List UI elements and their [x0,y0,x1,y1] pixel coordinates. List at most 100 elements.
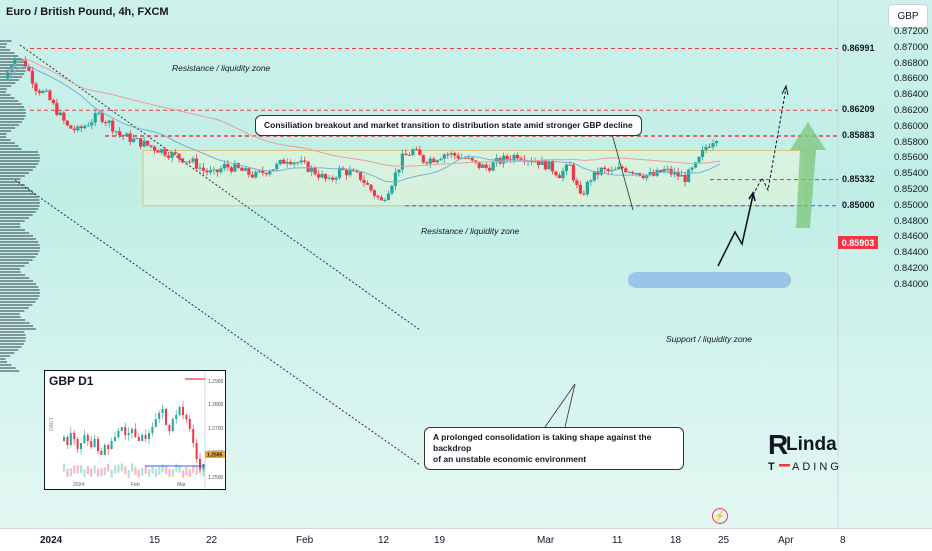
inset-volume-bar [182,469,185,478]
candle-body [627,171,631,173]
inset-candle-body [110,441,113,449]
candle-body [212,169,216,171]
candle-body [358,172,363,180]
projection-path-extended [752,87,787,196]
inset-volume-bar [158,466,161,475]
candle-body [582,193,586,195]
logo-accent-bar [779,464,790,467]
candle-body [132,138,136,142]
inset-title: GBP D1 [49,374,94,388]
inset-candle-body [165,409,167,425]
inset-volume-bar [134,467,137,476]
volume-profile-bar [0,106,24,108]
logo-bottom-text: ADING [792,461,842,473]
alert-icon[interactable]: ⚡ [712,508,728,524]
candle-body [533,161,537,163]
price-tick-label: 0.87000 [894,41,929,53]
inset-candle-body [134,429,137,437]
inset-volume-bar [93,465,96,474]
candle-body [638,173,642,176]
volume-profile-bar [0,139,11,141]
volume-profile-bar [0,277,30,279]
candle-body [365,183,370,185]
candle-body [428,158,432,164]
candle-body [620,166,624,169]
candle-body [205,170,209,173]
candle-body [379,197,384,201]
inset-candle-body [100,451,103,455]
inset-price-tag-bg [205,451,225,458]
inset-candle-body [127,433,130,435]
price-tick-label: 0.84800 [894,215,929,227]
time-axis[interactable]: 2024 15 22 Feb 12 19 Mar 11 18 25 Apr 8 [0,528,932,551]
candle-body [173,152,178,154]
candle-body [243,168,247,171]
volume-profile-bar [0,361,8,363]
volume-profile-bar [0,46,6,48]
volume-profile-bar [0,130,12,132]
inset-candle-body [107,445,110,449]
volume-profile-bar [0,316,21,318]
candle-body [484,164,488,168]
inset-candle-body [182,407,184,415]
candle-body [386,193,391,201]
inset-volume-bar [171,469,174,478]
candle-body [376,195,380,198]
candle-body [149,145,153,147]
inset-candle-body [195,443,198,459]
candle-body [599,167,603,175]
volume-profile-bar [0,166,36,168]
price-tick-label: 0.84600 [894,231,929,243]
candle-body [69,125,73,129]
volume-profile-bar [0,244,40,246]
currency-selector[interactable]: GBP [888,4,928,28]
candle-body [351,170,356,172]
inset-candle-body [188,419,191,429]
inset-candle-body [178,407,181,415]
candle-body [432,158,436,163]
inset-volume-bar [66,468,69,477]
inset-volume-bar [202,468,205,477]
volume-profile-bar [0,97,15,99]
inset-volume-bar [165,466,168,475]
candle-body [166,155,171,158]
gbp-daily-inset: GBP D11.29001.28001.27001.26001.2500DAIL… [44,370,226,490]
volume-profile-bar [0,238,36,240]
volume-profile-bar [0,370,20,372]
inset-chart: GBP D11.29001.28001.27001.26001.2500DAIL… [49,371,225,489]
volume-profile-bar [0,241,39,243]
volume-profile-bar [0,169,33,171]
inset-candle-body [63,437,65,441]
candle-body [355,170,359,173]
candle-body [666,168,670,170]
volume-profile-bar [0,82,16,84]
volume-profile-bar [0,43,7,45]
price-tick-label: 0.87200 [894,26,929,37]
candle-body [30,70,35,84]
volume-profile-bar [0,133,7,135]
candle-body [714,140,719,144]
inset-candle-body [120,427,123,431]
inset-volume-bar [76,465,79,474]
inset-time-label: Mar [177,482,186,488]
candle-body [680,174,684,177]
level-value-label: 0.86209 [842,104,875,115]
price-tick-label: 0.84200 [894,263,929,274]
inset-volume-bar [185,467,188,476]
channel-lower-line [14,179,421,466]
candle-body [568,164,572,166]
inset-volume-bar [151,465,154,474]
volume-profile-bar [0,340,26,342]
inset-candle-body [114,437,116,441]
candle-body [219,168,223,173]
inset-volume-bar [141,467,144,476]
candle-body [184,161,188,163]
time-tick-label: 15 [149,535,161,546]
candle-body [393,172,398,187]
chart-canvas[interactable] [0,0,932,528]
candle-body [313,167,317,175]
inset-volume-bar [86,466,89,475]
inset-volume-bar [80,465,83,474]
inset-candle-body [137,437,140,441]
volume-profile-bar [0,208,39,210]
